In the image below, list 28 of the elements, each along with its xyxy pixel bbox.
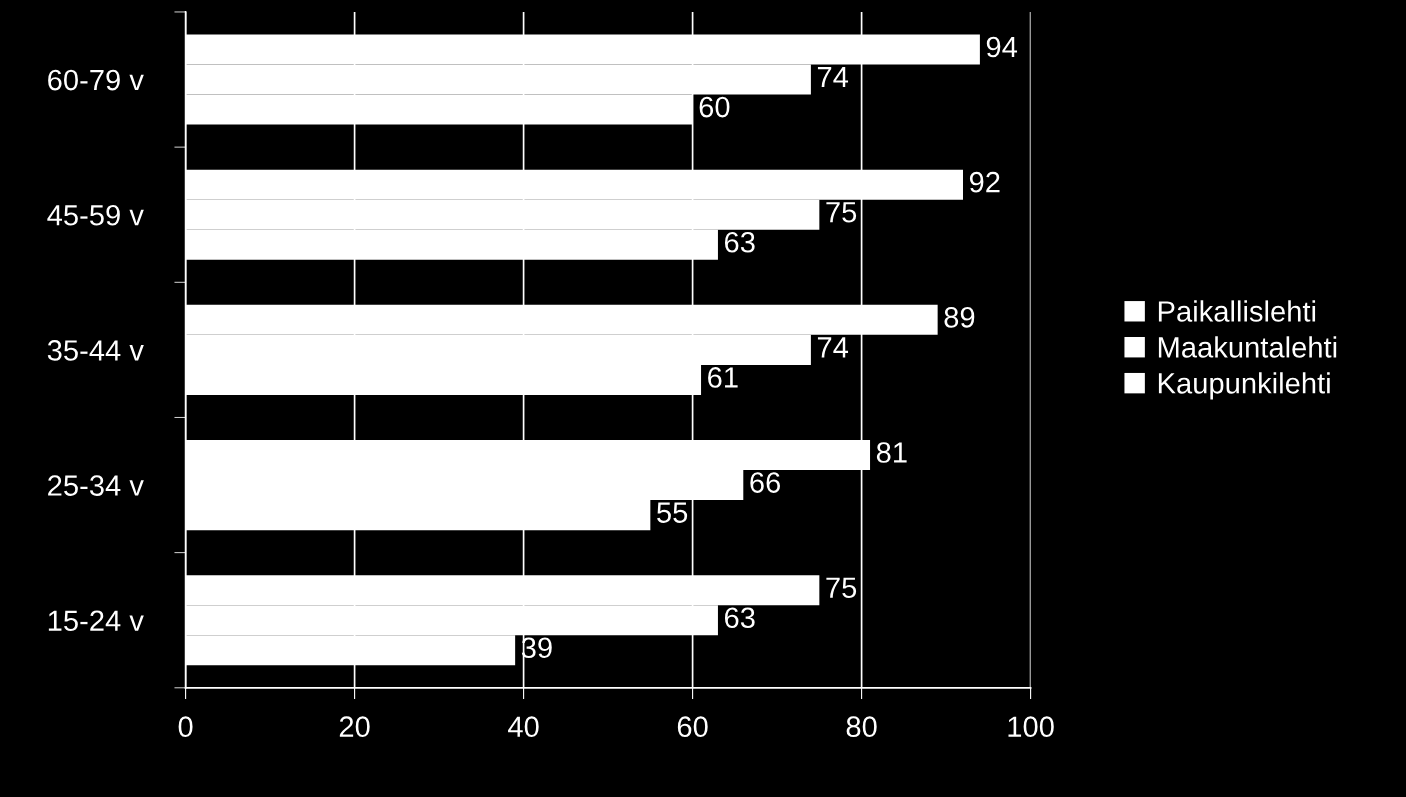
data-label: 94 [986, 36, 1018, 58]
data-label: 89 [944, 307, 975, 328]
y-tick-label: 15-24 v [48, 610, 144, 632]
data-label: 61 [708, 367, 738, 388]
data-label: 63 [724, 231, 755, 253]
data-label: 55 [657, 502, 688, 523]
x-tick-label: 100 [1008, 716, 1054, 738]
data-label: 66 [750, 472, 781, 493]
legend-label: Maakuntalehti [1158, 336, 1337, 358]
y-tick-label: 25-34 v [48, 475, 144, 496]
x-tick-label: 40 [508, 716, 539, 738]
x-tick-label: 20 [339, 716, 370, 738]
data-label: 60 [699, 96, 730, 118]
x-tick-label: 0 [178, 716, 193, 738]
data-label: 81 [876, 442, 907, 463]
data-label: 74 [817, 67, 849, 88]
data-label: 74 [817, 337, 849, 358]
legend-label: Paikallislehti [1158, 300, 1316, 322]
data-label: 92 [969, 171, 1000, 193]
data-label: 63 [724, 607, 755, 629]
legend-label: Kaupunkilehti [1158, 372, 1330, 400]
y-tick-label: 35-44 v [47, 340, 144, 361]
data-label: 75 [826, 202, 857, 223]
x-tick-label: 80 [846, 716, 877, 738]
data-label: 75 [826, 577, 857, 598]
y-tick-label: 60-79 v [48, 69, 144, 91]
y-tick-label: 45-59 v [47, 204, 144, 226]
x-tick-label: 60 [677, 716, 708, 738]
